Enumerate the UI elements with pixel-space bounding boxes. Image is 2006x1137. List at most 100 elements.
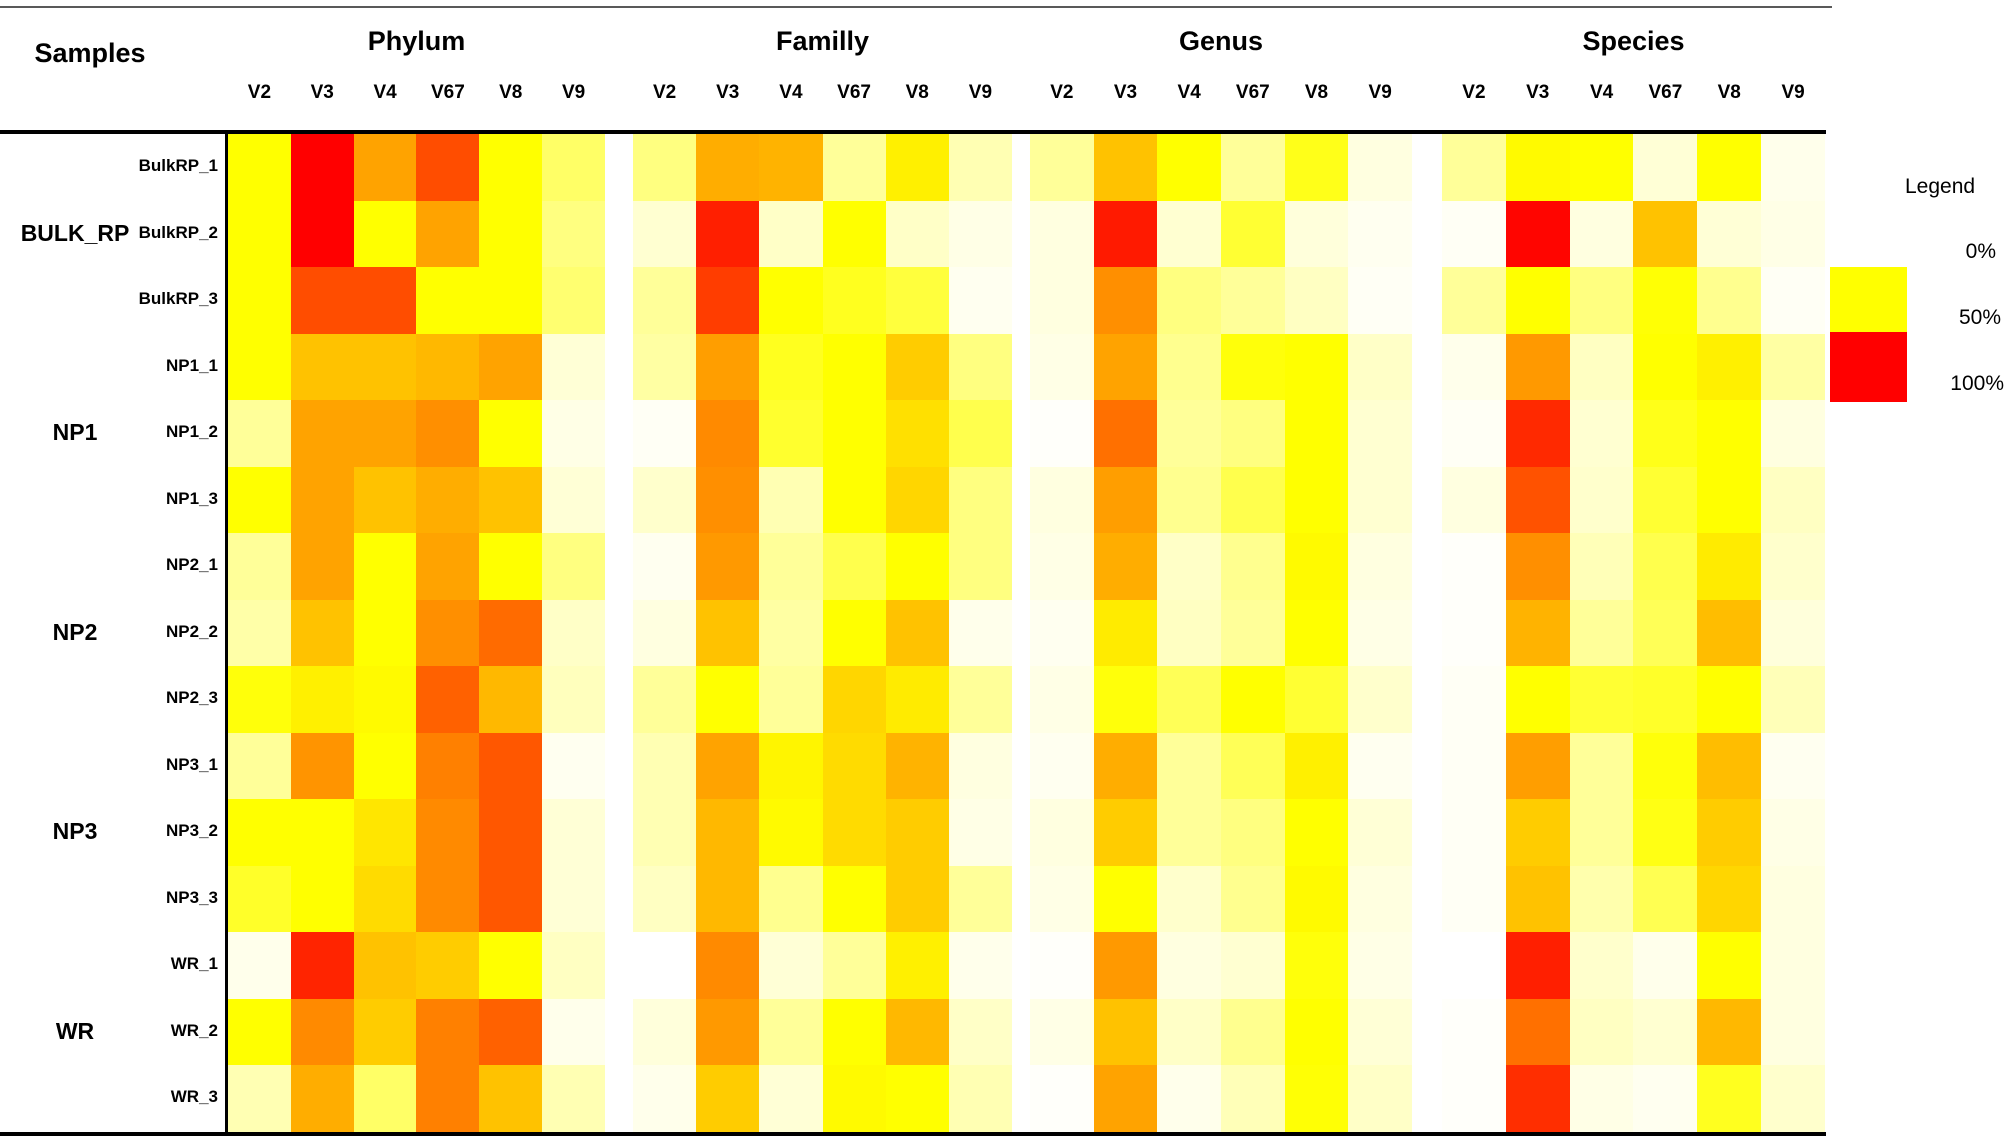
- heatmap-cell-WR_1-phylum-v4: [353, 932, 417, 999]
- heatmap-cell-WR_2-familly-v8: [885, 998, 949, 1065]
- heatmap-cell-NP1_2-familly-v9: [948, 400, 1012, 467]
- heatmap-cell-NP3_3-genus-v67: [1221, 865, 1285, 932]
- heatmap-cell-NP3_1-phylum-v4: [353, 732, 417, 799]
- legend-swatch-50pct: [1830, 267, 1907, 332]
- heatmap-cell-WR_1-genus-v2: [1030, 932, 1094, 999]
- column-label-genus-v67: V67: [1235, 82, 1270, 103]
- heatmap-cell-BulkRP_3-species-v4: [1569, 267, 1634, 334]
- heatmap-cell-NP3_2-phylum-v3: [290, 799, 354, 866]
- heatmap-cell-WR_3-species-v67: [1633, 1065, 1698, 1132]
- heatmap-cell-NP2_3-species-v9: [1761, 666, 1825, 733]
- heatmap-cell-NP2_3-genus-v9: [1348, 666, 1412, 733]
- heatmap-cell-WR_1-familly-v3: [696, 932, 760, 999]
- sample-label-bulkrp_1: BulkRP_1: [138, 156, 218, 176]
- heatmap-cell-WR_3-species-v8: [1697, 1065, 1762, 1132]
- heatmap-cell-NP1_3-genus-v67: [1221, 466, 1285, 533]
- heatmap-cell-NP2_2-species-v9: [1761, 599, 1825, 666]
- legend-label-100pct: 100%: [1950, 372, 2004, 395]
- heatmap-cell-NP2_1-phylum-v67: [416, 533, 480, 600]
- heatmap-cell-NP3_2-familly-v9: [948, 799, 1012, 866]
- heatmap-cell-WR_3-phylum-v67: [416, 1065, 480, 1132]
- heatmap-cell-NP3_3-genus-v2: [1030, 865, 1094, 932]
- heatmap-cell-NP3_2-genus-v2: [1030, 799, 1094, 866]
- heatmap-cell-BulkRP_3-species-v8: [1697, 267, 1762, 334]
- heatmap-cell-NP1_2-familly-v2: [633, 400, 697, 467]
- heatmap-cell-NP2_2-species-v8: [1697, 599, 1762, 666]
- heatmap-cell-BulkRP_3-genus-v4: [1157, 267, 1221, 334]
- heatmap-cell-NP2_3-familly-v3: [696, 666, 760, 733]
- heatmap-cell-NP1_3-species-v67: [1633, 466, 1698, 533]
- heatmap-cell-WR_3-familly-v4: [759, 1065, 823, 1132]
- heatmap-cell-NP3_2-phylum-v8: [479, 799, 543, 866]
- heatmap-cell-NP1_2-familly-v4: [759, 400, 823, 467]
- heatmap-cell-WR_3-genus-v8: [1284, 1065, 1349, 1132]
- column-label-genus-v2: V2: [1050, 82, 1074, 103]
- heatmap-cell-NP1_2-phylum-v67: [416, 400, 480, 467]
- heatmap-cell-NP1_1-phylum-v2: [228, 333, 291, 400]
- sample-label-bulkrp_3: BulkRP_3: [138, 289, 218, 309]
- heatmap-cell-WR_2-phylum-v3: [290, 998, 354, 1065]
- heatmap-cell-BulkRP_3-phylum-v3: [290, 267, 354, 334]
- heatmap-cell-NP2_3-genus-v8: [1284, 666, 1349, 733]
- heatmap-cell-NP3_3-species-v8: [1697, 865, 1762, 932]
- heatmap-cell-NP1_1-species-v67: [1633, 333, 1698, 400]
- heatmap-cell-BulkRP_1-genus-v9: [1348, 134, 1412, 201]
- column-label-genus-v9: V9: [1368, 82, 1392, 103]
- heatmap-cell-NP2_3-familly-v8: [885, 666, 949, 733]
- heatmap-cell-NP2_2-phylum-v67: [416, 599, 480, 666]
- heatmap-cell-NP1_3-phylum-v4: [353, 466, 417, 533]
- heatmap-cell-NP2_1-phylum-v9: [542, 533, 605, 600]
- heatmap-cell-BulkRP_1-genus-v8: [1284, 134, 1349, 201]
- heatmap-cell-NP2_1-species-v2: [1442, 533, 1506, 600]
- heatmap-cell-NP2_1-phylum-v3: [290, 533, 354, 600]
- heatmap-cell-NP2_1-familly-v67: [822, 533, 886, 600]
- heatmap-cell-NP2_1-phylum-v8: [479, 533, 543, 600]
- column-label-familly-v67: V67: [837, 82, 871, 103]
- sample-label-np3_3: NP3_3: [166, 887, 218, 907]
- heatmap-cell-NP1_1-phylum-v3: [290, 333, 354, 400]
- heatmap-cell-NP1_1-familly-v8: [885, 333, 949, 400]
- heatmap-cell-BulkRP_2-genus-v4: [1157, 200, 1221, 267]
- heatmap-cell-NP2_1-genus-v2: [1030, 533, 1094, 600]
- column-label-species-v9: V9: [1781, 82, 1805, 103]
- heatmap-cell-WR_2-genus-v8: [1284, 998, 1349, 1065]
- heatmap-cell-WR_3-familly-v9: [948, 1065, 1012, 1132]
- heatmap-cell-NP1_1-species-v2: [1442, 333, 1506, 400]
- heatmap-cell-WR_2-species-v9: [1761, 998, 1825, 1065]
- heatmap-cell-NP1_1-genus-v9: [1348, 333, 1412, 400]
- heatmap-cell-WR_2-familly-v9: [948, 998, 1012, 1065]
- heatmap-cell-NP2_1-genus-v67: [1221, 533, 1285, 600]
- heatmap-cell-BulkRP_3-species-v2: [1442, 267, 1506, 334]
- heatmap-cell-NP2_3-phylum-v67: [416, 666, 480, 733]
- heatmap-cell-BulkRP_2-familly-v4: [759, 200, 823, 267]
- heatmap-cell-NP3_2-familly-v67: [822, 799, 886, 866]
- column-label-species-v67: V67: [1648, 82, 1683, 103]
- sample-label-bulkrp_2: BulkRP_2: [138, 222, 218, 242]
- heatmap-cell-NP1_1-species-v8: [1697, 333, 1762, 400]
- heatmap-cell-NP1_2-species-v9: [1761, 400, 1825, 467]
- heatmap-cell-NP2_3-species-v8: [1697, 666, 1762, 733]
- heatmap-cell-NP1_1-genus-v8: [1284, 333, 1349, 400]
- heatmap-cell-WR_3-genus-v2: [1030, 1065, 1094, 1132]
- heatmap-cell-NP3_3-species-v3: [1505, 865, 1570, 932]
- heatmap-cell-NP3_2-familly-v2: [633, 799, 697, 866]
- heatmap-cell-WR_3-species-v4: [1569, 1065, 1634, 1132]
- heatmap-cell-WR_1-species-v4: [1569, 932, 1634, 999]
- heatmap-cell-NP3_3-genus-v4: [1157, 865, 1221, 932]
- heatmap-cell-NP3_1-familly-v3: [696, 732, 760, 799]
- heatmap-cell-BulkRP_3-familly-v67: [822, 267, 886, 334]
- column-label-species-v3: V3: [1526, 82, 1550, 103]
- heatmap-cell-NP1_1-familly-v4: [759, 333, 823, 400]
- heatmap-cell-NP3_3-genus-v3: [1093, 865, 1158, 932]
- heatmap-cell-BulkRP_2-phylum-v2: [228, 200, 291, 267]
- heatmap-cell-WR_1-species-v2: [1442, 932, 1506, 999]
- heatmap-cell-NP3_2-genus-v8: [1284, 799, 1349, 866]
- heatmap-cell-NP3_1-species-v67: [1633, 732, 1698, 799]
- column-label-species-v8: V8: [1717, 82, 1741, 103]
- heatmap-cell-NP1_1-genus-v4: [1157, 333, 1221, 400]
- sample-group-label-wr: WR: [55, 1017, 95, 1044]
- heatmap-cell-BulkRP_2-familly-v9: [948, 200, 1012, 267]
- column-label-phylum-v9: V9: [561, 82, 586, 103]
- heatmap-cell-WR_2-species-v3: [1505, 998, 1570, 1065]
